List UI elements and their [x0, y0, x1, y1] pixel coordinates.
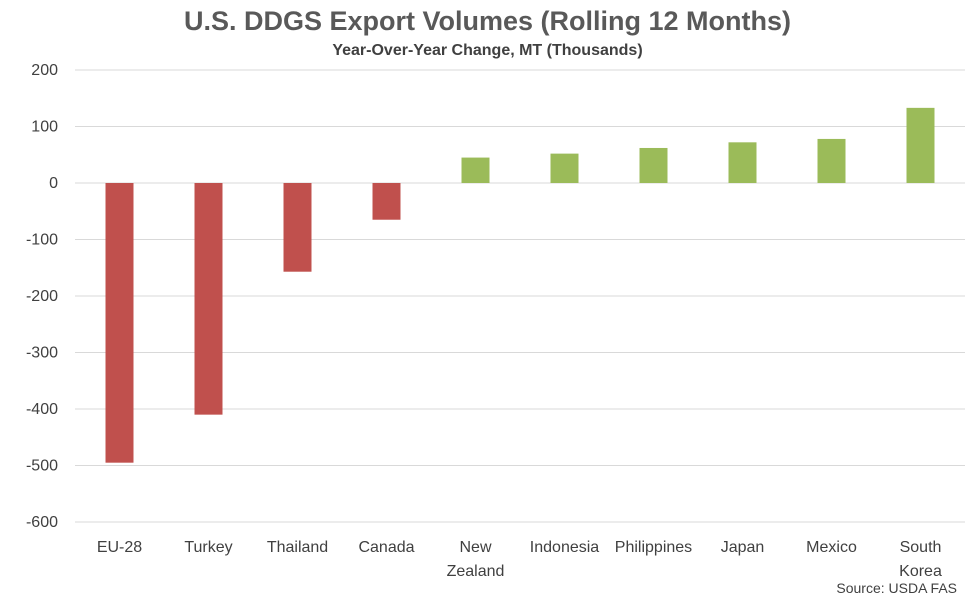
y-tick-label: -500	[26, 458, 58, 475]
y-tick-label: -300	[26, 345, 58, 362]
x-tick-label: Indonesia	[530, 539, 599, 556]
chart-title: U.S. DDGS Export Volumes (Rolling 12 Mon…	[183, 6, 792, 36]
x-tick-label: New	[459, 539, 491, 556]
bar	[194, 183, 223, 415]
x-tick-label: Korea	[899, 563, 942, 580]
x-tick-label: Canada	[358, 539, 414, 556]
bar	[906, 107, 935, 183]
x-tick-label: South	[900, 539, 942, 556]
bar	[461, 157, 490, 183]
x-tick-label: Thailand	[267, 539, 328, 556]
x-tick-label: Mexico	[806, 539, 857, 556]
source-note: Source: USDA FAS	[836, 580, 957, 596]
x-tick-label: EU-28	[97, 539, 142, 556]
y-tick-label: -100	[26, 232, 58, 249]
y-tick-label: -600	[26, 514, 58, 531]
y-tick-label: 100	[31, 119, 58, 136]
x-tick-label: Philippines	[615, 539, 692, 556]
bar	[728, 142, 757, 183]
bar	[283, 183, 312, 272]
y-tick-label: -200	[26, 288, 58, 305]
x-tick-label: Turkey	[184, 539, 232, 556]
y-tick-label: -400	[26, 401, 58, 418]
x-tick-label: Zealand	[447, 563, 505, 580]
bar	[639, 147, 668, 183]
x-tick-label: Japan	[721, 539, 765, 556]
bar	[105, 183, 134, 463]
chart-subtitle: Year-Over-Year Change, MT (Thousands)	[332, 42, 643, 59]
bar	[817, 138, 846, 183]
bar	[372, 183, 401, 220]
bar	[550, 153, 579, 183]
y-tick-label: 200	[31, 62, 58, 79]
y-tick-label: 0	[49, 175, 58, 192]
